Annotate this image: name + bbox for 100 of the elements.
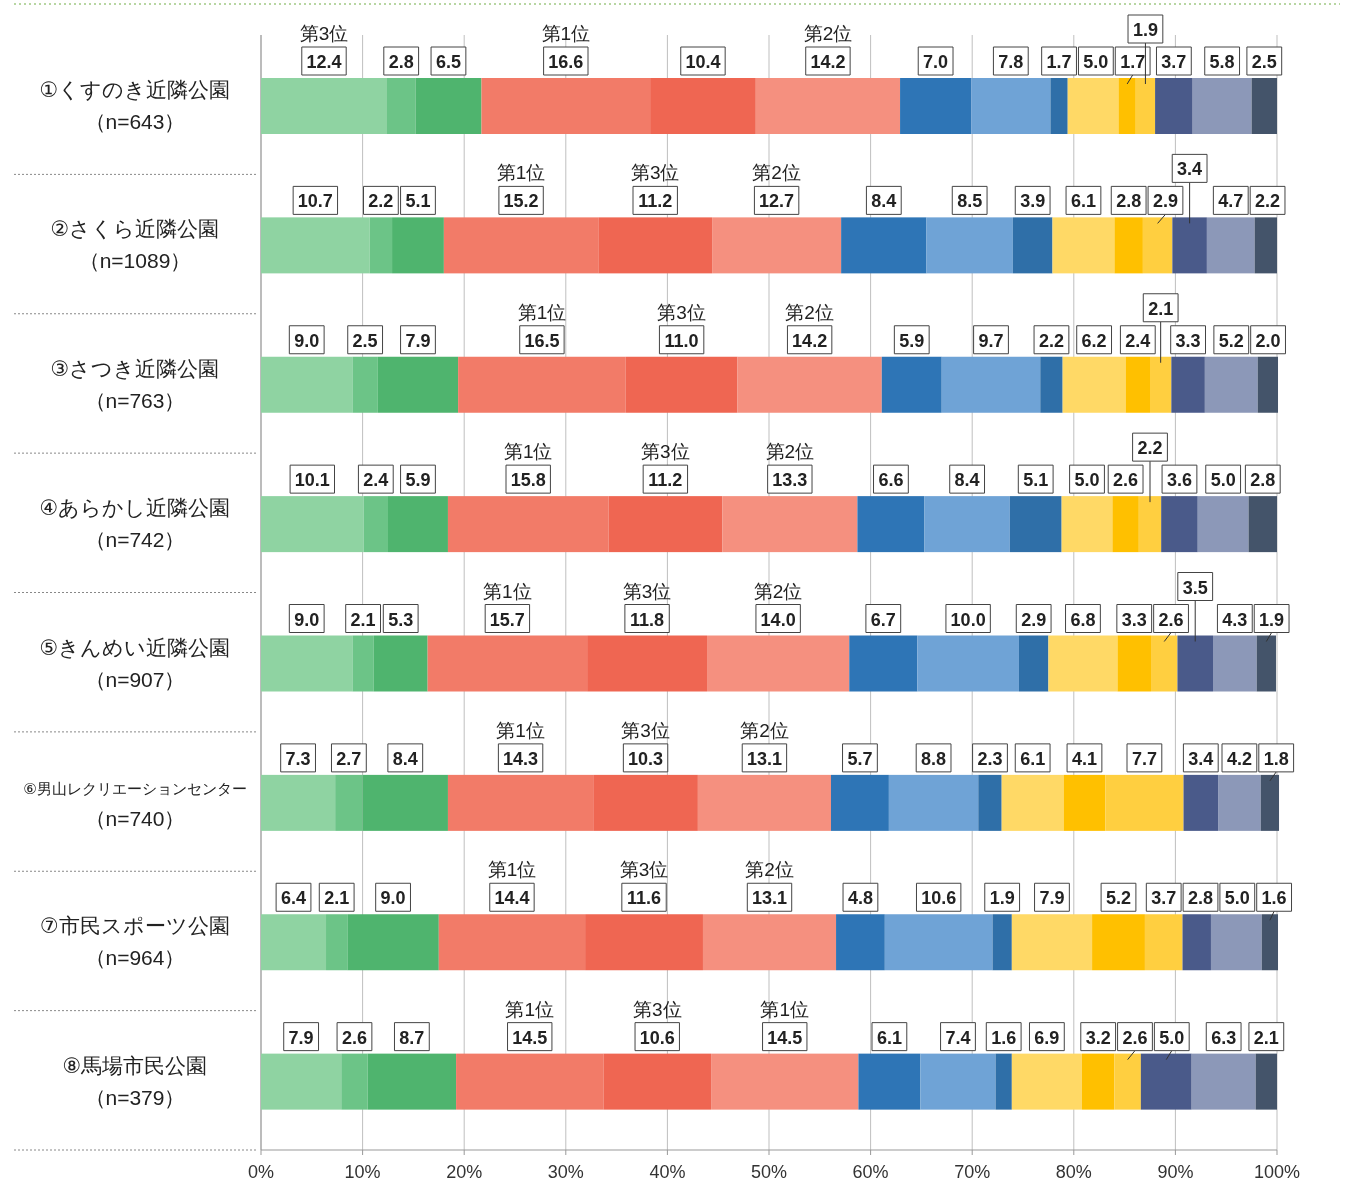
- data-label: 6.1: [876, 1027, 902, 1048]
- data-label: 3.4: [1188, 748, 1214, 769]
- data-label: 10.6: [639, 1027, 675, 1048]
- data-label: 10.3: [628, 748, 664, 769]
- bar: [1172, 217, 1207, 274]
- annotation: 第3位: [630, 162, 680, 184]
- data-label: 5.2: [1105, 888, 1132, 909]
- data-label: 1.6: [991, 1027, 1017, 1048]
- annotation: 第1位: [541, 23, 591, 44]
- bar: [447, 496, 609, 553]
- data-label: 12.4: [306, 52, 342, 72]
- bar: [926, 217, 1013, 274]
- annotation: 第3位: [622, 580, 672, 602]
- data-label: 11.8: [630, 609, 665, 630]
- data-label: 1.9: [1259, 609, 1285, 630]
- data-label: 7.9: [288, 1027, 314, 1048]
- data-label: 6.4: [281, 888, 307, 909]
- data-label: 3.6: [1166, 470, 1192, 491]
- data-label: 3.2: [1085, 1027, 1111, 1048]
- annotation: 第2位: [785, 301, 834, 323]
- data-label: 5.2: [1218, 330, 1244, 351]
- data-label: 1.8: [1263, 748, 1289, 769]
- data-label: 15.2: [503, 191, 539, 212]
- bar: [261, 217, 370, 274]
- bar: [585, 914, 703, 971]
- bar: [924, 496, 1010, 553]
- data-label: 1.9: [1132, 20, 1158, 40]
- annotation: 第2位: [753, 580, 803, 602]
- y-tick-label: ⑥男山レクリエーションセンター（n=740）: [23, 779, 247, 830]
- bar: [456, 1053, 604, 1110]
- annotation: 第2位: [740, 719, 789, 741]
- data-label: 5.7: [847, 748, 873, 769]
- bar: [702, 914, 837, 971]
- annotation: 第1位: [483, 580, 532, 602]
- data-label: 9.7: [978, 330, 1004, 351]
- data-label: 2.4: [1125, 330, 1151, 351]
- annotation: 第3位: [641, 441, 690, 463]
- data-label: 14.4: [494, 888, 530, 909]
- data-label: 3.3: [1121, 609, 1147, 630]
- data-label: 5.8: [1209, 52, 1235, 72]
- data-label: 7.4: [945, 1027, 971, 1048]
- bar: [625, 356, 738, 413]
- bar: [603, 1053, 712, 1110]
- annotation: 第3位: [619, 859, 669, 881]
- data-label: 2.9: [1021, 609, 1047, 630]
- bar: [971, 78, 1051, 134]
- annotation: 第2位: [765, 441, 815, 463]
- data-label: 16.6: [548, 52, 584, 72]
- annotation: 第2位: [752, 162, 801, 184]
- data-label: 2.7: [336, 748, 362, 769]
- data-label: 14.5: [767, 1027, 803, 1048]
- bar: [650, 78, 756, 134]
- annotation: 第2位: [803, 23, 853, 44]
- bar: [884, 914, 993, 971]
- data-label: 5.0: [1083, 52, 1109, 72]
- data-label: 6.8: [1070, 609, 1096, 630]
- data-label: 6.2: [1081, 330, 1107, 351]
- bar: [1150, 356, 1172, 413]
- bar: [261, 78, 387, 134]
- x-tick-label: 90%: [1157, 1162, 1194, 1182]
- data-label: 13.1: [746, 748, 782, 769]
- y-tick-label: ⑧馬場市民公園（n=379）: [62, 1053, 208, 1109]
- data-label: 5.1: [1023, 470, 1049, 491]
- bar: [697, 774, 831, 831]
- x-tick-label: 20%: [446, 1162, 483, 1182]
- data-label: 3.4: [1177, 159, 1203, 180]
- data-label: 2.6: [341, 1027, 367, 1048]
- bar: [261, 1053, 342, 1110]
- data-label: 10.4: [685, 52, 721, 72]
- data-label: 5.9: [899, 330, 925, 351]
- data-label: 6.5: [435, 52, 461, 72]
- annotation: 第3位: [299, 23, 349, 44]
- annotation: 第1位: [503, 441, 553, 463]
- data-label: 5.0: [1210, 470, 1236, 491]
- data-label: 3.9: [1020, 191, 1046, 212]
- y-tick-label: ②さくら近隣公園（n=1089）: [50, 217, 220, 273]
- data-label: 14.0: [760, 609, 796, 630]
- data-label: 6.1: [1020, 748, 1046, 769]
- data-label: 5.0: [1159, 1027, 1185, 1048]
- data-label: 12.7: [759, 191, 795, 212]
- annotation: 第1位: [496, 719, 545, 741]
- bar: [261, 635, 353, 692]
- x-tick-label: 0%: [247, 1162, 275, 1182]
- data-label: 8.8: [921, 748, 947, 769]
- data-label: 14.2: [810, 52, 846, 72]
- data-label: 1.6: [1261, 888, 1287, 909]
- data-label: 2.2: [1255, 191, 1281, 212]
- bar: [367, 1053, 457, 1110]
- data-label: 8.4: [871, 191, 897, 212]
- bar: [608, 496, 723, 553]
- data-label: 7.8: [998, 52, 1024, 72]
- data-label: 16.5: [524, 330, 560, 351]
- bar: [427, 635, 588, 692]
- bar: [443, 217, 599, 274]
- data-label: 10.1: [294, 470, 330, 491]
- data-label: 2.1: [1253, 1027, 1279, 1048]
- y-tick-label: ③さつき近隣公園（n=763）: [50, 356, 220, 412]
- data-label: 2.4: [363, 470, 389, 491]
- data-label: 2.1: [350, 609, 376, 630]
- bar: [888, 774, 979, 831]
